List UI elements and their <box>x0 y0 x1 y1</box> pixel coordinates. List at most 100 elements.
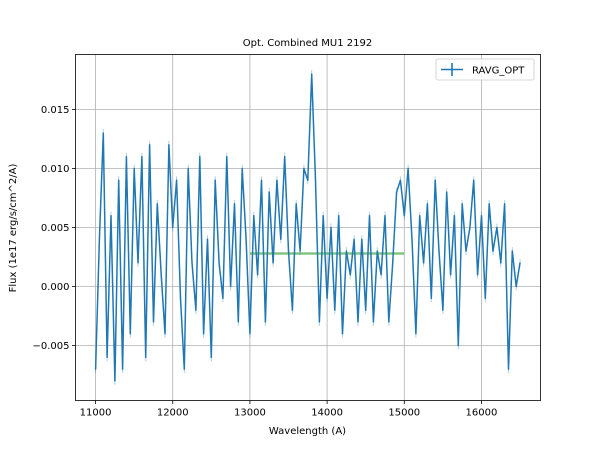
data-point <box>388 321 390 323</box>
data-point <box>110 215 112 217</box>
data-point <box>230 285 232 288</box>
x-tick-label: 16000 <box>466 408 498 419</box>
data-point <box>480 215 483 217</box>
data-point <box>179 297 182 299</box>
data-point <box>442 309 444 311</box>
data-point <box>353 238 355 240</box>
y-tick-label: 0.010 <box>41 164 70 175</box>
data-point <box>311 73 313 75</box>
data-point <box>98 238 101 240</box>
data-point <box>446 191 448 193</box>
data-point <box>303 167 305 170</box>
data-point <box>222 297 224 299</box>
data-point <box>299 250 301 252</box>
data-point <box>118 179 120 181</box>
x-tick-label: 14000 <box>311 408 343 419</box>
data-point <box>241 167 243 170</box>
data-point <box>426 203 429 205</box>
data-point <box>322 215 324 217</box>
data-point <box>210 356 212 358</box>
data-point <box>368 215 371 217</box>
data-point <box>295 203 297 205</box>
x-tick-label: 11000 <box>80 408 112 419</box>
x-tick-label: 13000 <box>234 408 266 419</box>
data-point <box>519 262 521 264</box>
data-point <box>287 250 290 252</box>
data-point <box>94 368 97 370</box>
data-point <box>492 250 494 252</box>
data-point <box>453 215 456 217</box>
legend-label: RAVG_OPT <box>472 66 525 77</box>
data-point <box>422 262 425 264</box>
data-point <box>253 215 255 217</box>
data-point <box>214 179 216 181</box>
data-point <box>152 321 155 323</box>
data-point <box>237 321 239 323</box>
data-point <box>164 333 166 335</box>
data-point <box>372 321 375 323</box>
data-point <box>137 262 139 264</box>
data-point <box>476 274 479 276</box>
data-point <box>361 238 363 240</box>
data-point <box>330 226 332 229</box>
data-point <box>419 215 421 217</box>
data-point <box>349 274 351 276</box>
data-point <box>245 238 247 240</box>
data-point <box>176 179 178 181</box>
data-point <box>515 285 517 288</box>
data-point <box>260 179 263 181</box>
data-point <box>392 262 394 264</box>
data-point <box>160 274 162 276</box>
data-point <box>145 356 147 358</box>
data-point <box>507 368 510 370</box>
data-point <box>276 179 278 181</box>
data-point <box>496 226 498 229</box>
data-point <box>114 380 116 382</box>
data-point <box>226 156 228 158</box>
data-point <box>500 262 502 264</box>
chart-title: Opt. Combined MU1 2192 <box>243 38 372 49</box>
data-point <box>314 179 317 181</box>
x-axis-label: Wavelength (A) <box>269 426 346 437</box>
data-point <box>125 156 128 158</box>
y-tick-label: 0.005 <box>41 223 70 234</box>
data-point <box>156 203 158 205</box>
data-point <box>341 333 344 335</box>
data-point <box>172 226 174 229</box>
data-point <box>399 179 402 181</box>
data-point <box>268 191 270 193</box>
data-point <box>357 321 359 323</box>
data-point <box>488 203 490 205</box>
data-point <box>203 333 205 335</box>
data-point <box>384 215 386 217</box>
data-point <box>469 226 471 229</box>
legend-box <box>435 58 535 81</box>
data-point <box>121 368 124 370</box>
y-tick-label: 0.015 <box>41 105 70 116</box>
data-point <box>438 250 440 252</box>
data-point <box>141 156 143 158</box>
data-point <box>415 333 417 335</box>
legend[interactable]: RAVG_OPT <box>435 58 535 81</box>
data-point <box>291 309 293 311</box>
data-point <box>133 167 135 170</box>
data-point <box>280 238 282 240</box>
data-point <box>461 203 463 205</box>
data-point <box>102 132 104 134</box>
data-point <box>395 191 398 193</box>
y-tick-label: −0.005 <box>32 341 69 352</box>
data-point <box>206 238 209 240</box>
data-point <box>465 250 467 252</box>
data-point <box>183 368 185 370</box>
data-point <box>411 238 413 240</box>
data-point <box>457 344 459 347</box>
y-tick-label: 0.000 <box>41 282 70 293</box>
data-point <box>272 262 274 264</box>
data-point <box>365 309 367 311</box>
data-point <box>218 262 220 264</box>
data-point <box>199 156 201 158</box>
data-point <box>264 321 266 323</box>
data-point <box>403 215 405 217</box>
data-point <box>106 356 108 358</box>
